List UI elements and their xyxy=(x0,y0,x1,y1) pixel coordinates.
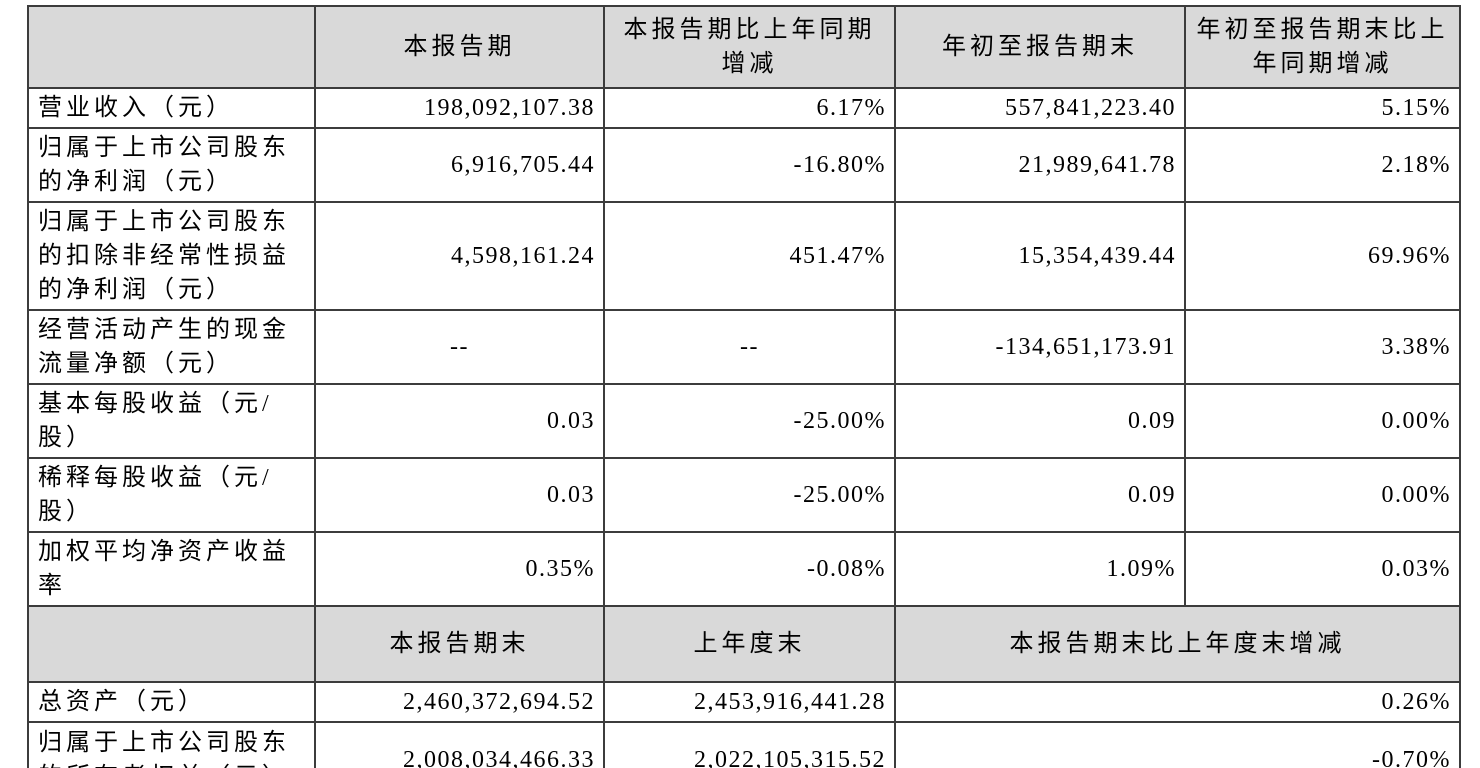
metric-value: 1.09% xyxy=(894,531,1186,607)
metric-value: 0.00% xyxy=(1184,457,1461,533)
table-row-weighted-avg-roe: 加权平均净资产收益率 0.35% -0.08% 1.09% 0.03% xyxy=(27,531,1461,607)
metric-value: 198,092,107.38 xyxy=(314,87,605,129)
metric-value: 0.03 xyxy=(314,457,605,533)
metric-label: 归属于上市公司股东的净利润（元） xyxy=(27,127,316,203)
table-row-total-assets: 总资产（元） 2,460,372,694.52 2,453,916,441.28… xyxy=(27,681,1461,723)
table-row-net-profit-excl-nonrecurring: 归属于上市公司股东的扣除非经常性损益的净利润（元） 4,598,161.24 4… xyxy=(27,201,1461,311)
table-row-operating-cash-flow: 经营活动产生的现金流量净额（元） -- -- -134,651,173.91 3… xyxy=(27,309,1461,385)
corner-cell xyxy=(27,605,316,683)
metric-label: 归属于上市公司股东的所有者权益（元） xyxy=(27,721,316,768)
metric-label: 归属于上市公司股东的扣除非经常性损益的净利润（元） xyxy=(27,201,316,311)
metric-value: 451.47% xyxy=(603,201,896,311)
table-row-basic-eps: 基本每股收益（元/股） 0.03 -25.00% 0.09 0.00% xyxy=(27,383,1461,459)
metric-value: 2,008,034,466.33 xyxy=(314,721,605,768)
column-header-period-end: 本报告期末 xyxy=(314,605,605,683)
metric-value: 0.00% xyxy=(1184,383,1461,459)
metric-value: 0.03% xyxy=(1184,531,1461,607)
metric-label: 稀释每股收益（元/股） xyxy=(27,457,316,533)
table-row-owners-equity: 归属于上市公司股东的所有者权益（元） 2,008,034,466.33 2,02… xyxy=(27,721,1461,768)
metric-value: 6,916,705.44 xyxy=(314,127,605,203)
section2-header-row: 本报告期末 上年度末 本报告期末比上年度末增减 xyxy=(27,605,1461,683)
metric-label: 经营活动产生的现金流量净额（元） xyxy=(27,309,316,385)
metric-value: -25.00% xyxy=(603,457,896,533)
metric-value: 0.09 xyxy=(894,383,1186,459)
metric-value-na: -- xyxy=(603,309,896,385)
corner-cell xyxy=(27,5,316,89)
table-row-net-profit: 归属于上市公司股东的净利润（元） 6,916,705.44 -16.80% 21… xyxy=(27,127,1461,203)
metric-value: -134,651,173.91 xyxy=(894,309,1186,385)
metric-value: 15,354,439.44 xyxy=(894,201,1186,311)
metric-value: -16.80% xyxy=(603,127,896,203)
column-header-prior-year-end: 上年度末 xyxy=(603,605,896,683)
metric-value: 557,841,223.40 xyxy=(894,87,1186,129)
metric-value: 3.38% xyxy=(1184,309,1461,385)
column-header-yoy-change: 本报告期比上年同期增减 xyxy=(603,5,896,89)
metric-value: 0.35% xyxy=(314,531,605,607)
metric-value: -0.70% xyxy=(894,721,1461,768)
metric-label: 营业收入（元） xyxy=(27,87,316,129)
column-header-ytd: 年初至报告期末 xyxy=(894,5,1186,89)
metric-value: 4,598,161.24 xyxy=(314,201,605,311)
metric-value: 69.96% xyxy=(1184,201,1461,311)
column-header-ytd-yoy-change: 年初至报告期末比上年同期增减 xyxy=(1184,5,1461,89)
section1-header-row: 本报告期 本报告期比上年同期增减 年初至报告期末 年初至报告期末比上年同期增减 xyxy=(27,5,1461,89)
quarterly-financials-table: 本报告期 本报告期比上年同期增减 年初至报告期末 年初至报告期末比上年同期增减 … xyxy=(27,5,1461,768)
column-header-change-vs-prior-year-end: 本报告期末比上年度末增减 xyxy=(894,605,1461,683)
metric-value: 0.03 xyxy=(314,383,605,459)
table-row-revenue: 营业收入（元） 198,092,107.38 6.17% 557,841,223… xyxy=(27,87,1461,129)
metric-value: 21,989,641.78 xyxy=(894,127,1186,203)
metric-value-na: -- xyxy=(314,309,605,385)
metric-value: -0.08% xyxy=(603,531,896,607)
column-header-current-period: 本报告期 xyxy=(314,5,605,89)
metric-value: 2,022,105,315.52 xyxy=(603,721,896,768)
metric-value: 2,460,372,694.52 xyxy=(314,681,605,723)
metric-value: -25.00% xyxy=(603,383,896,459)
metric-value: 5.15% xyxy=(1184,87,1461,129)
metric-label: 总资产（元） xyxy=(27,681,316,723)
table-row-diluted-eps: 稀释每股收益（元/股） 0.03 -25.00% 0.09 0.00% xyxy=(27,457,1461,533)
metric-label: 基本每股收益（元/股） xyxy=(27,383,316,459)
metric-value: 2.18% xyxy=(1184,127,1461,203)
metric-label: 加权平均净资产收益率 xyxy=(27,531,316,607)
metric-value: 2,453,916,441.28 xyxy=(603,681,896,723)
metric-value: 0.09 xyxy=(894,457,1186,533)
metric-value: 6.17% xyxy=(603,87,896,129)
metric-value: 0.26% xyxy=(894,681,1461,723)
